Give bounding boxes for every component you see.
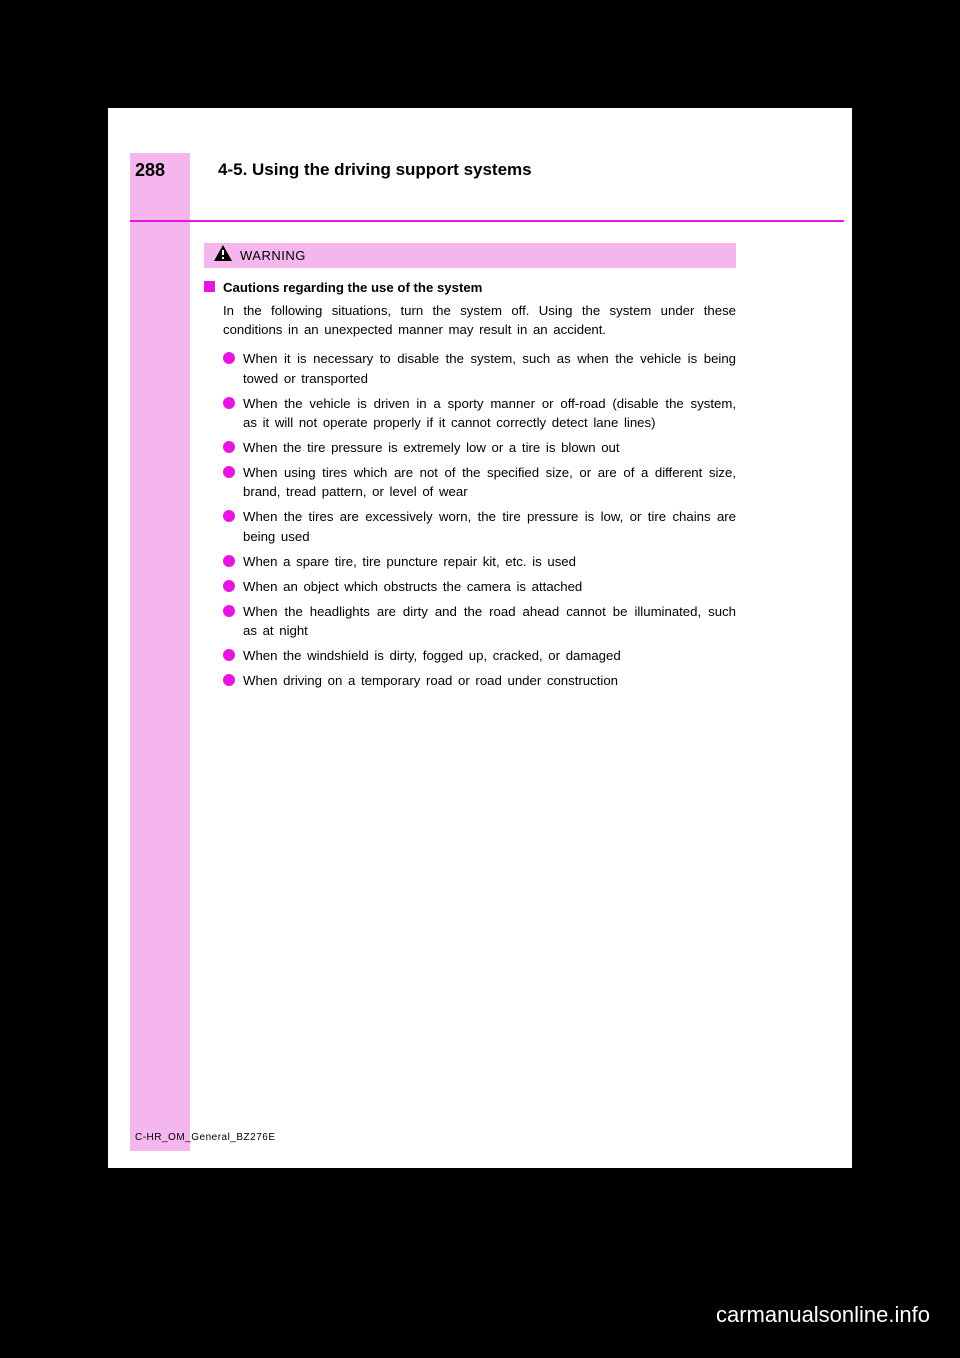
list-item: When it is necessary to disable the syst…: [223, 349, 736, 387]
warning-label: WARNING: [240, 248, 306, 263]
list-item: When the windshield is dirty, fogged up,…: [223, 646, 736, 665]
subheading-text: Cautions regarding the use of the system: [223, 278, 482, 297]
list-item-text: When the tire pressure is extremely low …: [243, 438, 736, 457]
list-item-text: When using tires which are not of the sp…: [243, 463, 736, 501]
page-number: 288: [135, 160, 165, 181]
bullet-icon: [223, 605, 235, 617]
list-item-text: When the tires are excessively worn, the…: [243, 507, 736, 545]
list-item-text: When an object which obstructs the camer…: [243, 577, 736, 596]
intro-paragraph: In the following situations, turn the sy…: [223, 301, 736, 339]
bullet-icon: [223, 441, 235, 453]
list-item-text: When a spare tire, tire puncture repair …: [243, 552, 736, 571]
bullet-icon: [223, 352, 235, 364]
list-item-text: When the windshield is dirty, fogged up,…: [243, 646, 736, 665]
section-side-tab: [130, 153, 190, 1151]
list-item: When the tire pressure is extremely low …: [223, 438, 736, 457]
section-title: 4-5. Using the driving support systems: [218, 160, 532, 180]
footer-code: C-HR_OM_General_BZ276E: [135, 1132, 276, 1143]
list-item: When the headlights are dirty and the ro…: [223, 602, 736, 640]
list-item-text: When driving on a temporary road or road…: [243, 671, 736, 690]
content-area: Cautions regarding the use of the system…: [204, 278, 736, 697]
warning-box: WARNING: [204, 243, 736, 268]
list-item-text: When the vehicle is driven in a sporty m…: [243, 394, 736, 432]
bullet-icon: [223, 510, 235, 522]
watermark: carmanualsonline.info: [716, 1302, 930, 1328]
list-item: When a spare tire, tire puncture repair …: [223, 552, 736, 571]
subheading: Cautions regarding the use of the system: [204, 278, 736, 297]
list-item: When the vehicle is driven in a sporty m…: [223, 394, 736, 432]
bullet-icon: [223, 466, 235, 478]
square-bullet-icon: [204, 281, 215, 292]
section-divider: [130, 220, 844, 222]
warning-icon: [214, 245, 232, 266]
list-item-text: When it is necessary to disable the syst…: [243, 349, 736, 387]
list-item: When an object which obstructs the camer…: [223, 577, 736, 596]
list-item: When the tires are excessively worn, the…: [223, 507, 736, 545]
list-item: When using tires which are not of the sp…: [223, 463, 736, 501]
bullet-icon: [223, 397, 235, 409]
bullet-icon: [223, 674, 235, 686]
bullet-icon: [223, 580, 235, 592]
list-item-text: When the headlights are dirty and the ro…: [243, 602, 736, 640]
page-root: 288 4-5. Using the driving support syste…: [0, 0, 960, 1358]
bullet-list: When it is necessary to disable the syst…: [223, 349, 736, 690]
list-item: When driving on a temporary road or road…: [223, 671, 736, 690]
bullet-icon: [223, 649, 235, 661]
bullet-icon: [223, 555, 235, 567]
